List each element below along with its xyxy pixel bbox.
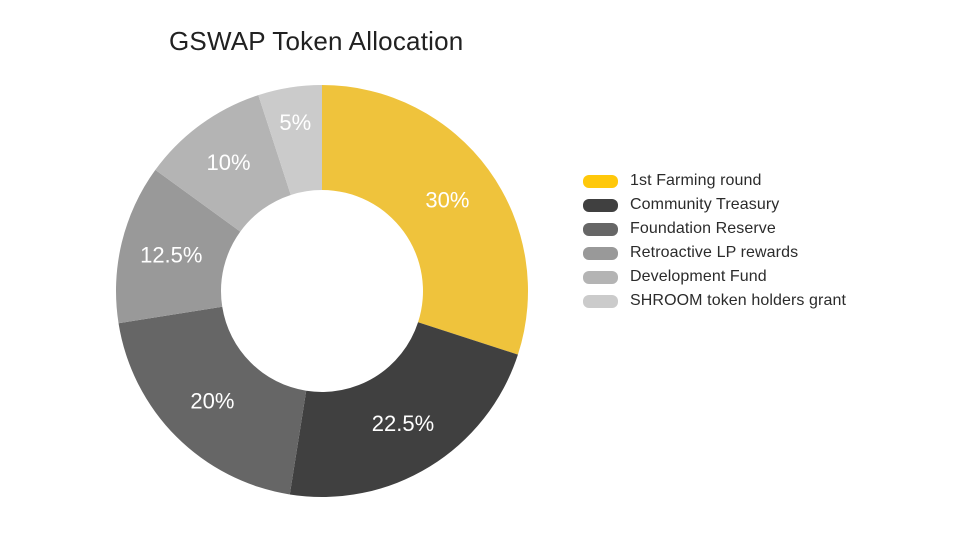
slice-label-4: 10% [207,150,251,175]
legend-label-1: Community Treasury [630,196,780,213]
pie-slice-3 [116,169,241,324]
legend-item-3: Retroactive LP rewards [583,241,846,265]
legend-label-3: Retroactive LP rewards [630,244,799,261]
legend-swatch-5 [583,294,618,308]
legend-swatch-2 [583,222,618,236]
slice-label-1: 22.5% [372,411,434,436]
legend-swatch-3 [583,246,618,260]
legend-swatch-1 [583,198,618,212]
legend-swatch-4 [583,270,618,284]
legend-item-5: SHROOM token holders grant [583,289,846,313]
legend-label-2: Foundation Reserve [630,220,776,237]
slice-label-2: 20% [190,388,234,413]
pie-slice-5 [258,85,322,195]
pie-slice-4 [155,95,291,232]
legend-item-4: Development Fund [583,265,846,289]
legend-item-2: Foundation Reserve [583,217,846,241]
legend-label-5: SHROOM token holders grant [630,292,847,309]
pie-slice-0 [322,85,528,355]
slice-label-5: 5% [279,110,311,135]
pie-slice-1 [289,322,518,498]
legend-item-0: 1st Farming round [583,169,846,193]
legend-label-0: 1st Farming round [630,172,762,189]
legend-swatch-0 [583,174,618,188]
legend-label-4: Development Fund [630,268,767,285]
chart-title: GSWAP Token Allocation [169,26,464,56]
chart-legend: 1st Farming round Community Treasury Found… [583,169,846,313]
slice-label-3: 12.5% [140,243,202,268]
pie-slice-2 [118,306,307,495]
legend-item-1: Community Treasury [583,193,846,217]
slice-label-0: 30% [425,188,469,213]
